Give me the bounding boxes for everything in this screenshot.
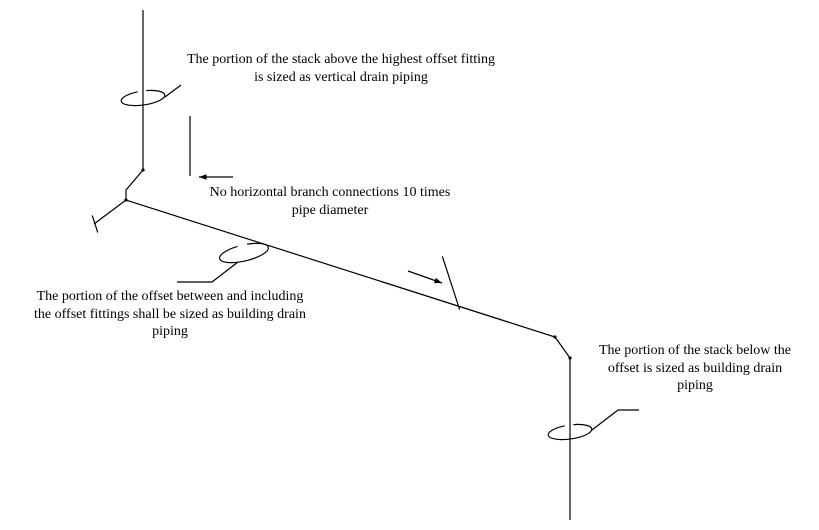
ellipse-loop-marker (218, 240, 270, 267)
leader-line (177, 262, 238, 282)
annotation-offset-between: The portion of the offset between and in… (30, 288, 310, 341)
dimension-arrow-head (434, 278, 442, 283)
annotation-no-horizontal-branch: No horizontal branch connections 10 time… (205, 184, 455, 219)
dimension-tick (92, 215, 98, 232)
leader-line (165, 85, 181, 97)
leader-line (592, 410, 639, 430)
pipe-joint-dot (568, 356, 571, 359)
annotation-bottom-stack: The portion of the stack below the offse… (590, 342, 800, 395)
pipe-main-path (126, 10, 570, 520)
dimension-arrow-head (199, 174, 207, 179)
pipe-joint-dot (553, 335, 556, 338)
pipe-stub-branch (94, 200, 126, 224)
annotation-top-stack: The portion of the stack above the highe… (181, 51, 501, 86)
diagram-wrap: The portion of the stack above the highe… (0, 0, 819, 530)
pipe-joint-dot (141, 168, 144, 171)
